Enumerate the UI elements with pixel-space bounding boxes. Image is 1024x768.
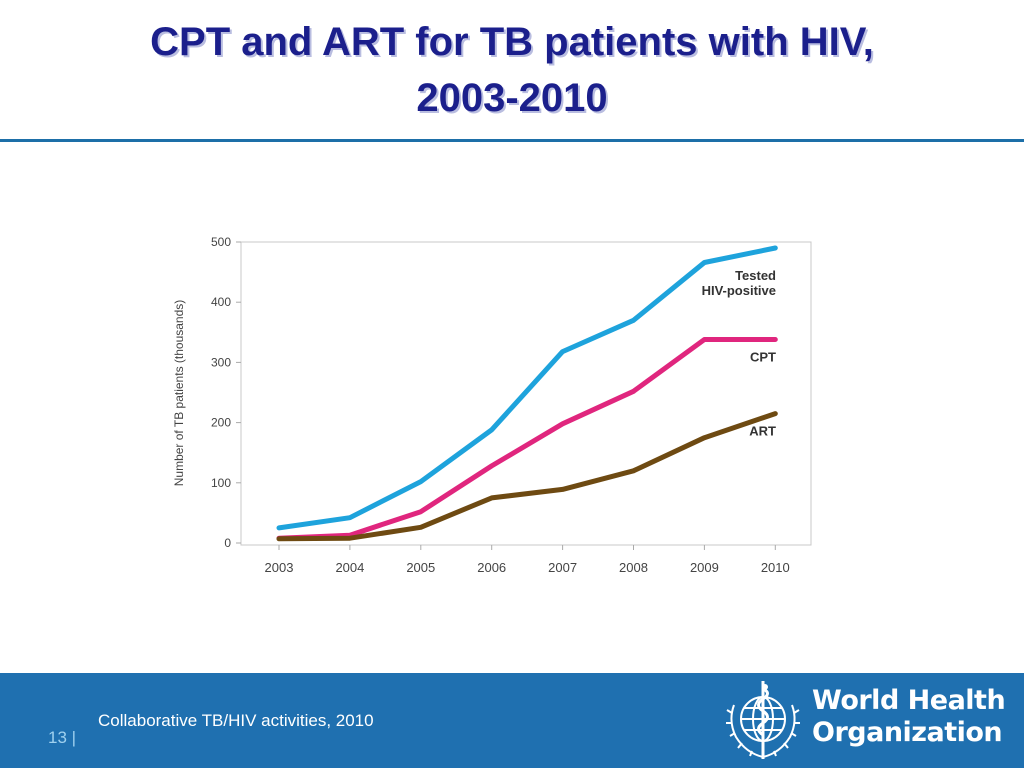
logo-text-line2: Organization <box>812 717 1003 748</box>
x-tick-label: 2004 <box>335 560 364 575</box>
plot-frame <box>240 241 812 546</box>
x-tick-label: 2009 <box>690 560 719 575</box>
footer-bar: 13 | Collaborative TB/HIV activities, 20… <box>0 673 1024 768</box>
series-line-cpt <box>276 337 778 541</box>
series-line-art <box>276 411 778 542</box>
y-tick-label: 400 <box>211 295 231 309</box>
slide-title: CPT and ART for TB patients with HIV, 20… <box>0 14 1024 126</box>
y-tick-label: 200 <box>211 416 231 430</box>
y-axis: 0 100 200 300 400 500 <box>211 235 241 550</box>
series-label-art: ART <box>749 424 776 439</box>
series-label-tested-hiv-positive: Tested <box>735 268 776 283</box>
page-number-value: 13 <box>48 728 67 747</box>
title-divider <box>0 139 1024 142</box>
y-tick-label: 500 <box>211 235 231 249</box>
y-tick-label: 0 <box>224 536 231 550</box>
slide-title-line1: CPT and ART for TB patients with HIV, <box>150 20 874 64</box>
y-tick-label: 300 <box>211 355 231 369</box>
series-line-tested-hiv-positive <box>276 245 778 531</box>
x-tick-label: 2005 <box>406 560 435 575</box>
who-emblem-icon <box>726 681 800 759</box>
x-axis: 2003 2004 2005 2006 2007 2008 2009 2010 <box>265 545 790 575</box>
y-tick-label: 100 <box>211 476 231 490</box>
x-tick-label: 2003 <box>265 560 294 575</box>
page-number: 13 | <box>48 728 76 748</box>
slide-title-line2: 2003-2010 <box>416 76 608 120</box>
series-label-cpt: CPT <box>750 350 776 365</box>
x-tick-label: 2008 <box>619 560 648 575</box>
x-tick-label: 2007 <box>548 560 577 575</box>
x-tick-label: 2006 <box>477 560 506 575</box>
x-tick-label: 2010 <box>761 560 790 575</box>
logo-text-line1: World Health <box>812 685 1006 716</box>
series-lines <box>276 245 778 542</box>
footer-caption: Collaborative TB/HIV activities, 2010 <box>98 711 374 730</box>
series-label-tested-hiv-positive: HIV-positive <box>702 283 776 298</box>
y-axis-label: Number of TB patients (thousands) <box>172 300 186 487</box>
page-separator: | <box>71 728 77 747</box>
who-logo-text: World Health Organization <box>812 685 1006 749</box>
